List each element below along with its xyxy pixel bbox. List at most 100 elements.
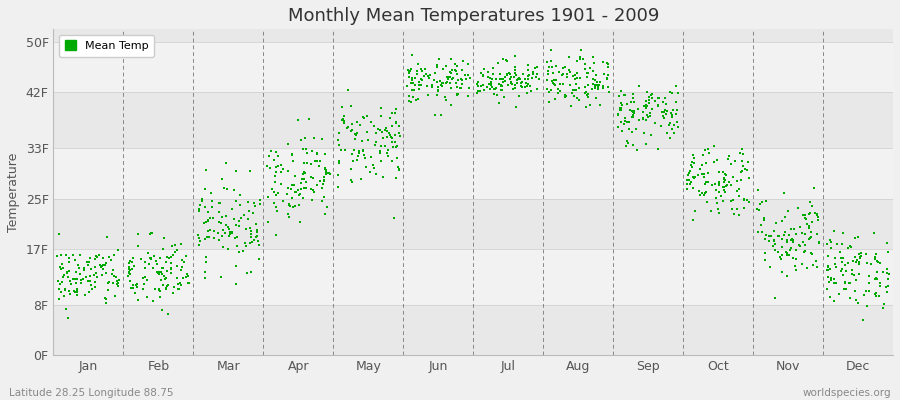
Point bbox=[626, 108, 640, 114]
Point bbox=[136, 274, 150, 281]
Point bbox=[157, 235, 171, 242]
Point bbox=[356, 114, 370, 121]
Point bbox=[767, 238, 781, 244]
Point bbox=[288, 203, 302, 209]
Point bbox=[111, 280, 125, 286]
Point bbox=[222, 228, 237, 235]
Point bbox=[368, 139, 382, 145]
Point bbox=[282, 202, 296, 208]
Point bbox=[292, 190, 307, 197]
Point bbox=[50, 253, 65, 260]
Point bbox=[626, 108, 641, 114]
Point bbox=[820, 267, 834, 273]
Point bbox=[62, 255, 77, 261]
Point bbox=[251, 238, 266, 244]
Point bbox=[490, 92, 504, 98]
Point bbox=[799, 221, 814, 227]
Point bbox=[68, 257, 82, 264]
Point bbox=[499, 56, 513, 63]
Point bbox=[133, 256, 148, 262]
Point bbox=[722, 153, 736, 159]
Point bbox=[716, 176, 731, 182]
Bar bbox=[53, 92, 893, 148]
Point bbox=[500, 70, 515, 77]
Point bbox=[69, 288, 84, 294]
Point bbox=[508, 66, 522, 73]
Point bbox=[177, 259, 192, 266]
Point bbox=[788, 231, 803, 238]
Point bbox=[164, 265, 178, 271]
Point bbox=[404, 99, 419, 105]
Point bbox=[601, 84, 616, 90]
Point bbox=[625, 114, 639, 120]
Point bbox=[827, 276, 842, 283]
Point bbox=[284, 152, 299, 158]
Point bbox=[300, 160, 314, 166]
Point bbox=[758, 250, 772, 256]
Point bbox=[268, 232, 283, 238]
Point bbox=[712, 189, 726, 195]
Point bbox=[580, 92, 595, 98]
Point bbox=[99, 260, 113, 266]
Point bbox=[599, 60, 614, 66]
Point bbox=[156, 265, 170, 272]
Point bbox=[374, 105, 388, 112]
Point bbox=[122, 278, 137, 284]
Point bbox=[787, 226, 801, 232]
Point bbox=[332, 142, 347, 148]
Point bbox=[288, 173, 302, 179]
Point bbox=[471, 83, 485, 89]
Point bbox=[682, 176, 697, 183]
Point bbox=[275, 198, 290, 204]
Point bbox=[475, 72, 490, 79]
Point bbox=[127, 263, 141, 269]
Point bbox=[802, 210, 816, 217]
Point bbox=[250, 229, 265, 235]
Point bbox=[786, 255, 800, 261]
Point bbox=[382, 132, 397, 138]
Point bbox=[415, 68, 429, 74]
Point bbox=[786, 236, 800, 243]
Point bbox=[742, 199, 756, 205]
Point bbox=[768, 241, 782, 248]
Point bbox=[868, 291, 883, 297]
Point bbox=[436, 80, 450, 86]
Point bbox=[346, 158, 360, 164]
Point bbox=[331, 172, 346, 178]
Point bbox=[853, 254, 868, 260]
Point bbox=[383, 115, 398, 122]
Point bbox=[820, 264, 834, 270]
Point bbox=[732, 186, 746, 192]
Point bbox=[306, 175, 320, 181]
Point bbox=[493, 75, 508, 82]
Point bbox=[643, 94, 657, 100]
Point bbox=[450, 63, 464, 69]
Point bbox=[249, 232, 264, 239]
Point bbox=[77, 266, 92, 273]
Point bbox=[509, 80, 524, 86]
Point bbox=[700, 146, 715, 152]
Point bbox=[271, 153, 285, 160]
Point bbox=[174, 241, 188, 247]
Point bbox=[306, 187, 320, 194]
Point bbox=[530, 64, 544, 70]
Point bbox=[562, 68, 577, 75]
Point bbox=[212, 237, 226, 244]
Point bbox=[198, 204, 212, 210]
Point bbox=[712, 168, 726, 175]
Point bbox=[234, 215, 248, 222]
Point bbox=[135, 286, 149, 292]
Point bbox=[374, 112, 388, 119]
Point bbox=[161, 254, 176, 261]
Point bbox=[811, 217, 825, 223]
Point bbox=[491, 81, 506, 88]
Point bbox=[803, 209, 817, 216]
Point bbox=[171, 281, 185, 288]
Point bbox=[710, 157, 724, 164]
Point bbox=[836, 254, 850, 261]
Point bbox=[880, 240, 895, 246]
Point bbox=[803, 234, 817, 241]
Point bbox=[520, 72, 535, 79]
Point bbox=[389, 119, 403, 126]
Point bbox=[870, 276, 885, 282]
